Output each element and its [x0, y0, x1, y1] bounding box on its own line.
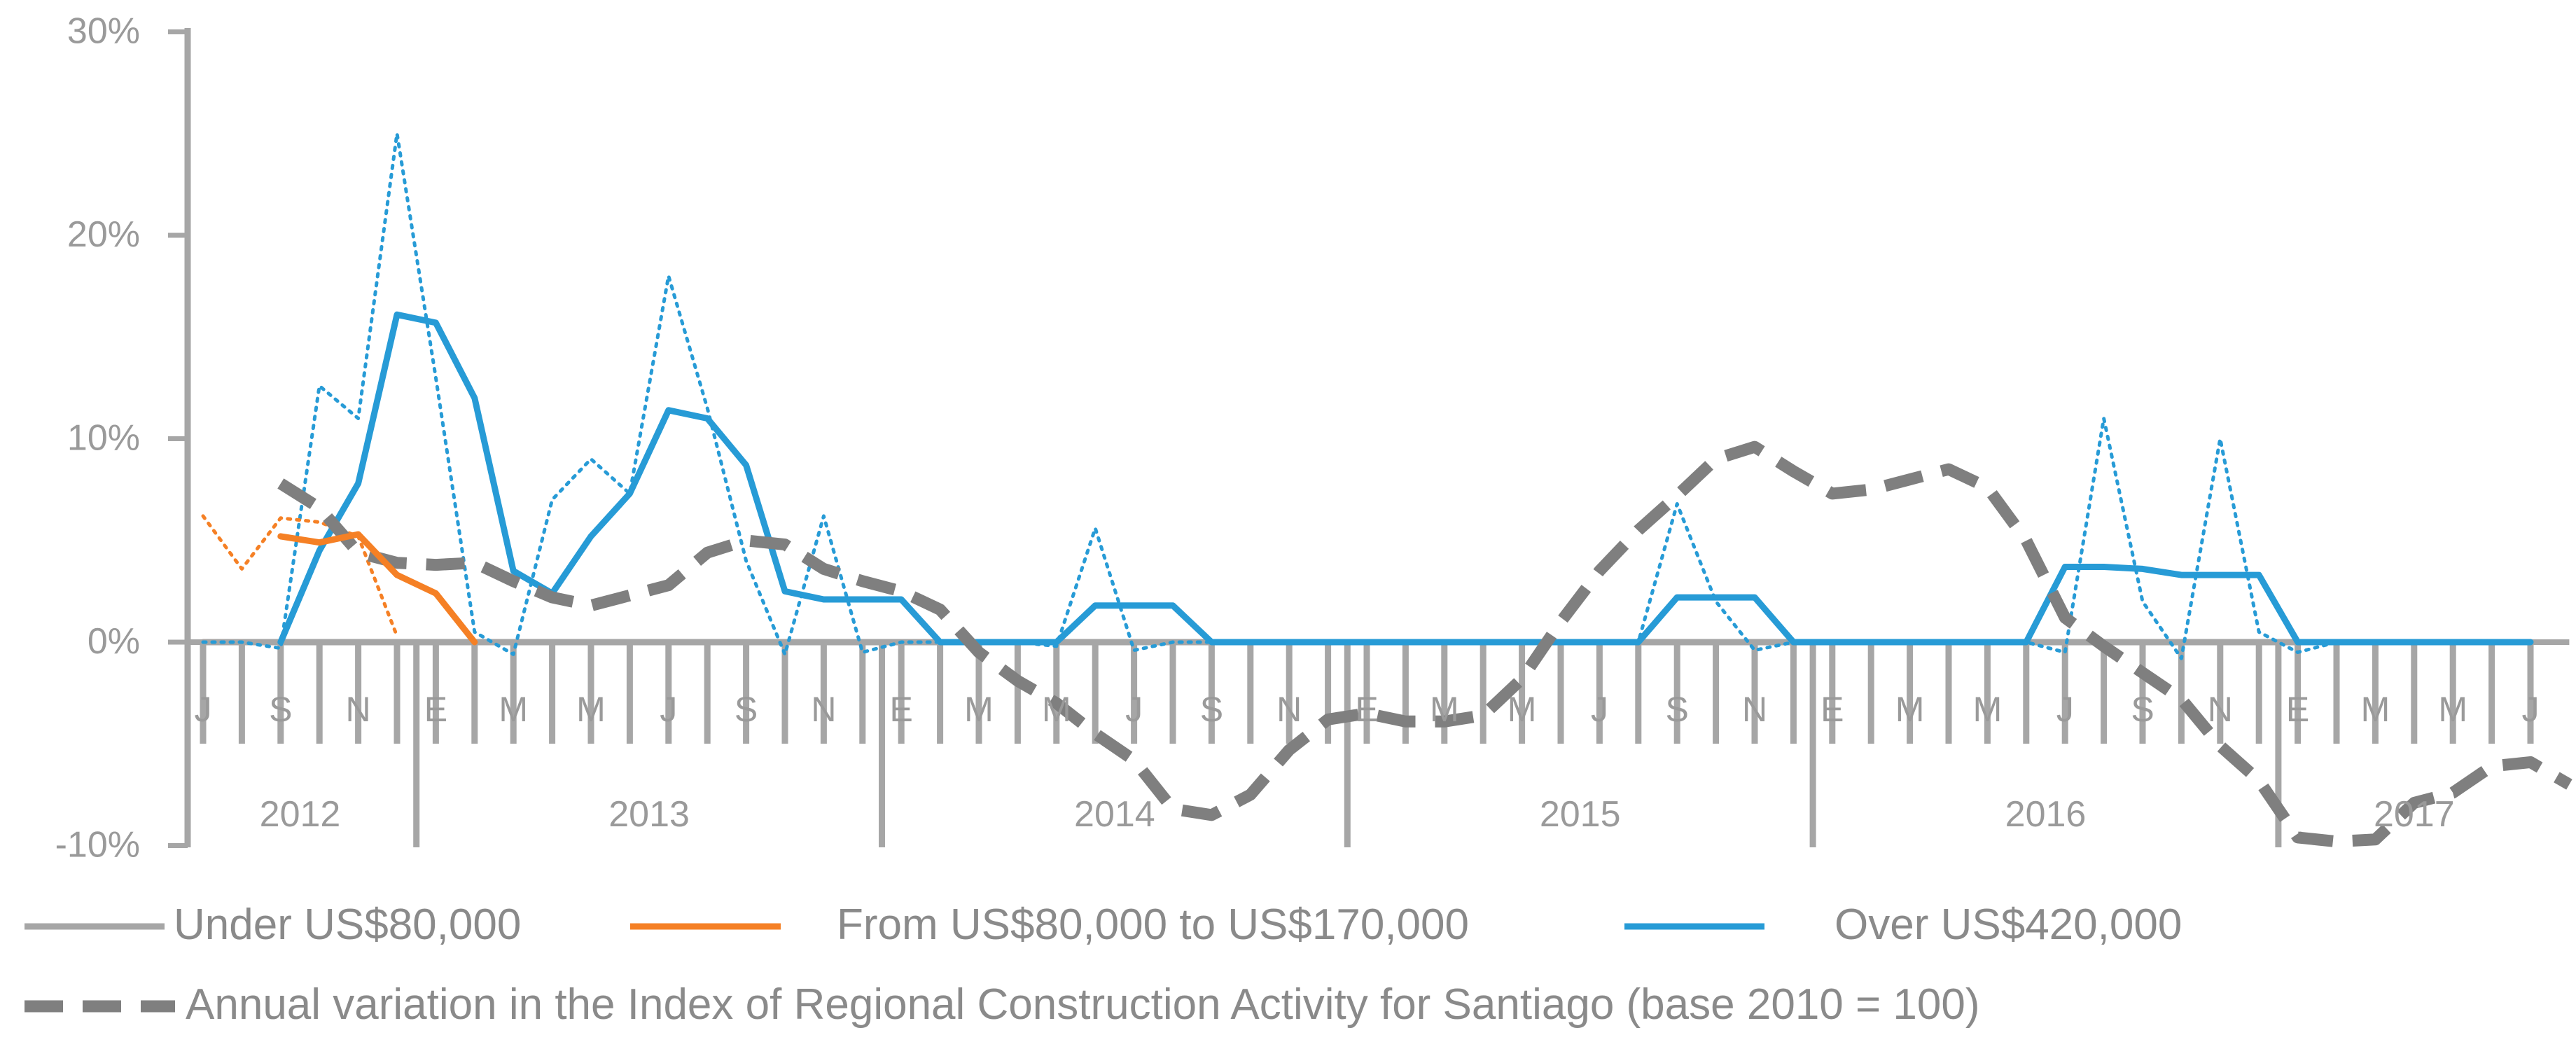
legend-label: Over US$420,000 [1834, 901, 2182, 949]
x-tick-label: M [2438, 690, 2467, 729]
x-tick-label: J [1591, 690, 1608, 729]
x-tick-label: J [195, 690, 212, 729]
x-tick-label: E [1355, 690, 1378, 729]
x-tick-label: S [2131, 690, 2154, 729]
x-tick-label: N [1276, 690, 1302, 729]
y-tick-label: 30% [67, 11, 140, 52]
x-tick-label: M [1430, 690, 1459, 729]
series-imacon [277, 440, 2572, 848]
year-label: 2014 [1074, 794, 1155, 835]
x-tick-label: M [576, 690, 606, 729]
y-tick-label: 10% [67, 418, 140, 459]
y-tick-label: 20% [67, 214, 140, 255]
x-tick-label: E [424, 690, 447, 729]
series-over-420k-dotted [201, 132, 2533, 660]
x-tick-label: E [1820, 690, 1844, 729]
legend: Under US$80,000 From US$80,000 to US$170,… [25, 901, 2182, 1029]
year-label: 2017 [2374, 794, 2455, 835]
y-tick-label: 0% [88, 621, 140, 662]
series-from-80k-170k [277, 531, 478, 646]
year-label: 2015 [1540, 794, 1621, 835]
series-over-420k [277, 311, 2534, 646]
x-tick-label: J [2522, 690, 2540, 729]
x-tick-label: N [2208, 690, 2233, 729]
legend-label: Annual variation in the Index of Regiona… [186, 980, 1980, 1029]
year-label: 2016 [2005, 794, 2087, 835]
x-tick-label: S [269, 690, 292, 729]
x-tick-label: S [734, 690, 758, 729]
x-tick-label: M [2361, 690, 2390, 729]
x-tick-label: N [1742, 690, 1767, 729]
x-tick-label: E [2286, 690, 2309, 729]
legend-label: Under US$80,000 [174, 901, 521, 949]
x-tick-label: J [1125, 690, 1143, 729]
x-tick-label: J [660, 690, 677, 729]
x-tick-label: E [890, 690, 913, 729]
x-tick-label: M [1508, 690, 1537, 729]
axis-labels: 30% 20% 10% 0% -10% J S N E M M J S N E M M J S N E M M J S N E M M J… [55, 11, 2540, 866]
year-label: 2013 [608, 794, 690, 835]
y-tick-label: -10% [55, 825, 140, 866]
year-label: 2012 [260, 794, 341, 835]
x-tick-label: M [1973, 690, 2003, 729]
series-from-80k-170k-dotted [201, 514, 399, 638]
x-tick-label: M [1895, 690, 1925, 729]
x-tick-label: N [346, 690, 371, 729]
legend-label: From US$80,000 to US$170,000 [837, 901, 1469, 949]
x-tick-label: N [811, 690, 836, 729]
x-tick-label: J [2056, 690, 2074, 729]
x-tick-label: M [499, 690, 528, 729]
x-tick-label: M [964, 690, 994, 729]
x-tick-label: S [1200, 690, 1223, 729]
x-tick-label: S [1666, 690, 1689, 729]
x-tick-label: M [1042, 690, 1071, 729]
plot-area [200, 132, 2572, 848]
